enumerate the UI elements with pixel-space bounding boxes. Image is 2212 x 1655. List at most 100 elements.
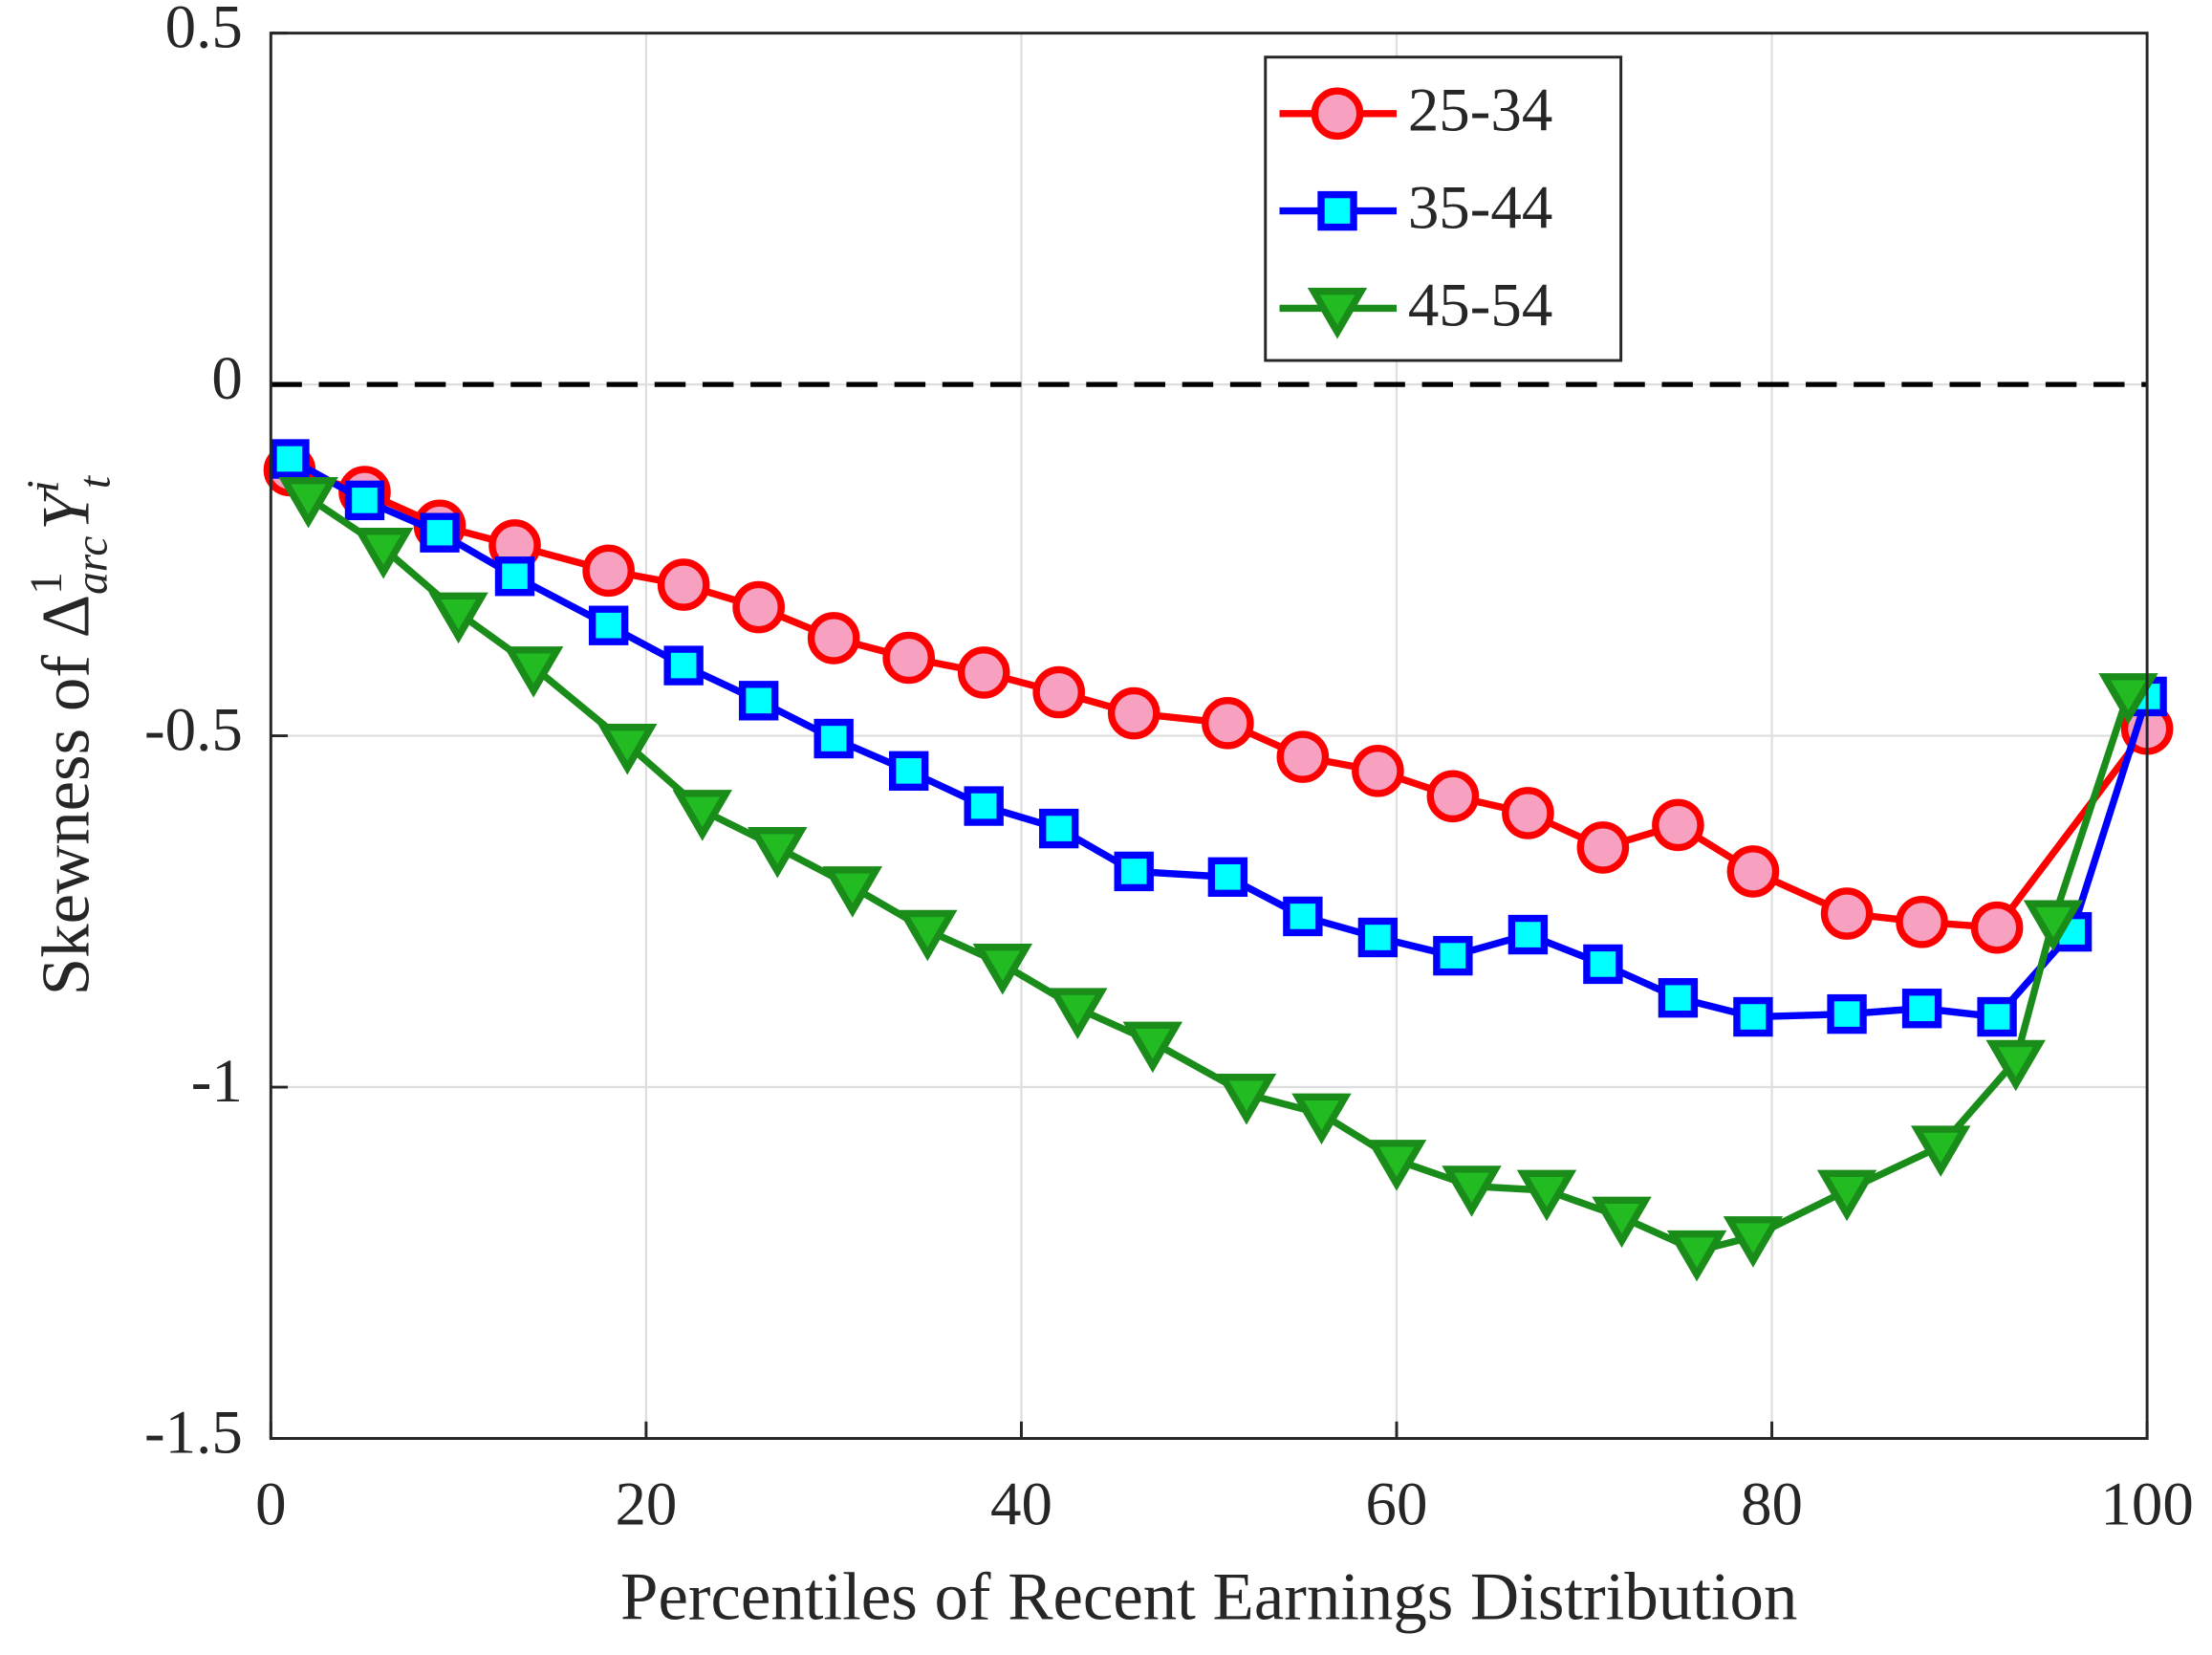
marker: [957, 646, 1010, 699]
marker: [898, 909, 958, 962]
marker: [503, 646, 564, 698]
marker: [597, 723, 658, 775]
marker: [732, 580, 785, 634]
y-tick-label: -1.5: [144, 1398, 243, 1467]
y-tick-label: 0.5: [165, 0, 243, 62]
marker: [1207, 857, 1248, 897]
marker: [1202, 697, 1254, 750]
marker: [1216, 1073, 1277, 1125]
marker: [1433, 935, 1473, 976]
legend: 25-34 35-44 45-54: [1264, 55, 1623, 362]
marker: [813, 718, 854, 759]
marker: [738, 681, 779, 721]
y-axis-label-part: t: [70, 474, 119, 489]
plot-area: [263, 381, 2174, 1282]
marker: [582, 544, 635, 598]
legend-marker: [1317, 190, 1357, 231]
x-tick-label: 0: [255, 1470, 286, 1539]
marker: [494, 556, 535, 597]
marker: [1658, 978, 1699, 1018]
marker: [1652, 798, 1704, 852]
marker: [1039, 808, 1079, 849]
marker: [1032, 665, 1086, 719]
y-axis-label-part: Δ: [30, 595, 104, 639]
marker: [748, 827, 808, 879]
marker: [428, 592, 488, 644]
marker: [1977, 996, 2017, 1037]
marker: [964, 786, 1004, 826]
axes-box: [269, 32, 2149, 1440]
x-axis-label: Percentiles of Recent Earnings Distribut…: [620, 1559, 1797, 1634]
marker: [1276, 730, 1330, 783]
marker: [1733, 996, 1773, 1037]
marker: [972, 944, 1033, 995]
marker: [344, 480, 385, 521]
marker: [1827, 993, 1867, 1034]
legend-marker: [1311, 87, 1364, 141]
legend-label: 35-44: [1408, 173, 1552, 242]
legend-label: 25-34: [1408, 76, 1552, 145]
marker: [1910, 1125, 1971, 1177]
y-axis-label-part: arc: [67, 536, 117, 595]
marker: [278, 477, 338, 529]
marker: [1442, 1165, 1502, 1217]
y-axis-label-part: 1: [22, 572, 72, 595]
marker: [1576, 821, 1630, 874]
y-axis-label-part: Y: [30, 487, 104, 531]
marker: [1507, 914, 1549, 955]
legend-marker: [1307, 288, 1368, 339]
marker: [353, 527, 414, 579]
marker: [888, 751, 929, 792]
marker: [1583, 944, 1623, 985]
x-tick-label: 40: [990, 1470, 1052, 1539]
x-tick-label: 20: [615, 1470, 677, 1539]
y-axis-label-part: Skewness of: [30, 638, 104, 995]
series: [270, 439, 2167, 1037]
marker: [1726, 845, 1780, 898]
marker: [2098, 673, 2158, 725]
marker: [663, 645, 704, 686]
marker: [672, 790, 732, 841]
marker: [1048, 988, 1108, 1039]
marker: [657, 558, 710, 611]
marker: [807, 612, 860, 664]
marker: [1352, 745, 1404, 797]
marker: [1366, 1140, 1427, 1191]
marker: [1122, 1021, 1183, 1074]
x-tick-label: 100: [2100, 1470, 2193, 1539]
marker: [1970, 901, 2024, 954]
marker: [1816, 1169, 1877, 1222]
y-axis-label-part: i: [19, 480, 69, 492]
marker: [1516, 1169, 1577, 1222]
marker: [270, 439, 310, 479]
legend-label: 45-54: [1408, 271, 1552, 339]
y-tick-label: -1: [191, 1047, 243, 1116]
marker: [1114, 851, 1154, 892]
marker: [1107, 686, 1160, 740]
marker: [1357, 917, 1399, 958]
marker: [1291, 1093, 1352, 1145]
y-axis-label: Skewness of Δ1arc Yit: [19, 474, 119, 995]
marker: [420, 512, 460, 553]
marker: [1283, 896, 1323, 937]
marker: [822, 866, 883, 918]
marker: [1666, 1230, 1727, 1282]
marker: [1901, 989, 1942, 1029]
x-tick-label: 80: [1741, 1470, 1803, 1539]
marker: [1896, 896, 1948, 948]
marker: [588, 605, 629, 645]
marker: [1723, 1216, 1784, 1268]
marker: [1426, 770, 1480, 823]
x-tick-label: 60: [1366, 1470, 1428, 1539]
series: [278, 477, 2158, 1282]
marker: [1820, 887, 1874, 940]
y-tick-label: -0.5: [144, 695, 243, 764]
marker: [1592, 1196, 1652, 1249]
y-tick-label: 0: [211, 344, 242, 413]
marker: [882, 631, 935, 685]
marker: [2023, 900, 2084, 951]
marker: [1502, 787, 1554, 839]
marker: [1985, 1039, 2046, 1092]
